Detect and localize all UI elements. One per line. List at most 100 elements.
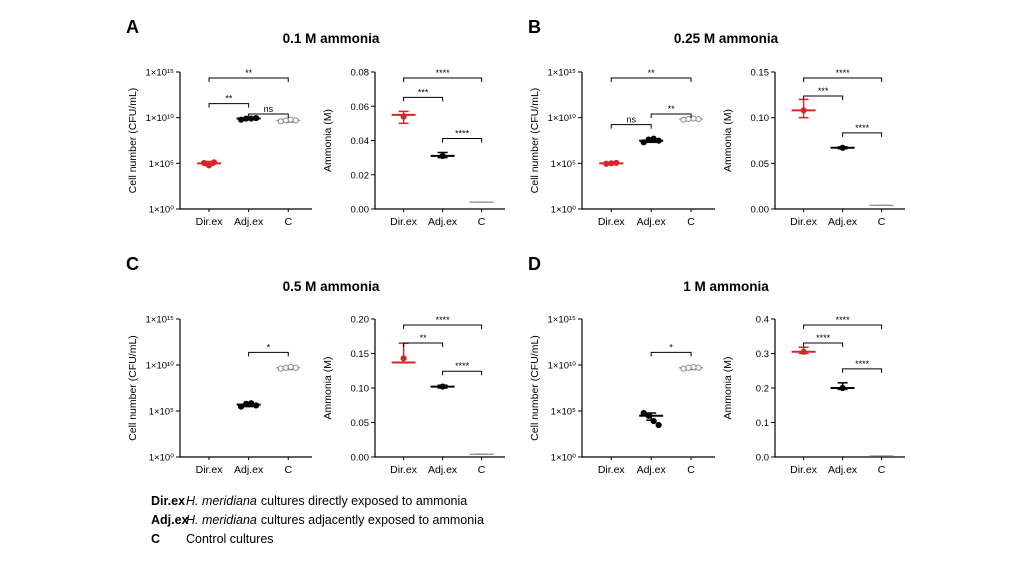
panel-letter: C [126, 254, 139, 274]
legend-row-dir-ex: Dir.ex H. meridiana cultures directly ex… [151, 492, 484, 511]
group-adj-ex [236, 400, 261, 410]
data-point [248, 115, 255, 122]
data-point [243, 400, 250, 407]
x-tick-label: Dir.ex [196, 216, 224, 228]
significance-label: **** [436, 315, 451, 325]
y-axis-label: Cell number (CFU/mL) [529, 88, 541, 194]
bracket-line [248, 113, 289, 118]
data-point [839, 144, 846, 151]
data-point [608, 160, 615, 167]
y-axis-label: Cell number (CFU/mL) [127, 88, 139, 194]
bracket-line [403, 96, 444, 102]
significance-label: ** [245, 68, 253, 78]
data-point [650, 417, 657, 425]
significance-bracket: **** [403, 68, 483, 82]
y-tick-label: 1×10⁰ [551, 453, 576, 464]
data-point [282, 117, 289, 124]
y-tick-label: 1×10⁵ [149, 407, 174, 418]
panel-title: 0.25 M ammonia [674, 31, 779, 46]
y-tick-label: 0.05 [751, 159, 770, 170]
data-point [690, 115, 697, 122]
significance-bracket: ns [610, 115, 652, 129]
panel-letter: B [528, 17, 541, 37]
y-tick-label: 1×10¹⁵ [146, 68, 175, 79]
x-tick-label: Adj.ex [828, 464, 858, 476]
group-adj-ex [430, 151, 455, 160]
y-axis-label: Cell number (CFU/mL) [529, 335, 541, 441]
y-tick-label: 0.08 [351, 68, 370, 79]
y-tick-label: 0.2 [756, 384, 769, 395]
y-tick-label: 0.4 [756, 315, 769, 326]
significance-bracket: ** [610, 68, 692, 82]
significance-label: *** [818, 86, 829, 96]
y-tick-label: 1×10¹⁵ [548, 315, 577, 326]
x-tick-label: Adj.ex [428, 216, 458, 228]
data-point [640, 409, 647, 417]
plot-a-cell: 1×10⁰ 1×10⁵ 1×10¹⁰ 1×10¹⁵ Cell number (CFU/m… [127, 68, 312, 228]
legend: Dir.ex H. meridiana cultures directly ex… [151, 492, 484, 549]
plot-b-cell: 1×10⁰ 1×10⁵ 1×10¹⁰ 1×10¹⁵ Cell number (CFU/m… [529, 68, 715, 228]
data-point [243, 115, 250, 122]
plot-c-cell: 1×10⁰ 1×10⁵ 1×10¹⁰ 1×10¹⁵ Cell number (CFU/m… [127, 315, 312, 476]
y-tick-label: 1×10¹⁰ [548, 361, 577, 372]
group-dir-ex [599, 159, 624, 167]
panel-header-b: B 0.25 M ammonia [528, 17, 779, 46]
y-tick-label: 0.1 [756, 418, 769, 429]
panel-title: 0.5 M ammonia [283, 279, 380, 294]
group-adj-ex [639, 135, 664, 146]
panel-title: 1 M ammonia [683, 279, 769, 294]
bracket-line [403, 324, 483, 329]
y-tick-label: 0.00 [351, 205, 370, 216]
y-axis-label: Ammonia (M) [722, 109, 734, 172]
significance-label: **** [836, 315, 851, 325]
bracket-line [650, 351, 692, 357]
significance-label: **** [455, 128, 470, 138]
y-axis-label: Ammonia (M) [322, 356, 334, 419]
x-tick-label: Dir.ex [598, 216, 626, 228]
y-tick-label: 1×10⁵ [149, 159, 174, 170]
data-point [695, 115, 702, 123]
data-point [277, 365, 284, 372]
group-adj-ex [430, 383, 455, 390]
y-tick-label: 0.02 [351, 170, 370, 181]
bracket-line [403, 342, 444, 347]
group-c [679, 363, 704, 372]
data-point [680, 365, 687, 372]
group-adj-ex [830, 144, 855, 151]
data-point [439, 152, 446, 160]
data-point [400, 113, 407, 120]
bracket-line [610, 77, 692, 82]
y-tick-label: 1×10⁰ [149, 205, 174, 216]
data-point [685, 115, 692, 123]
y-tick-label: 1×10⁵ [551, 159, 576, 170]
data-point [645, 136, 652, 143]
significance-bracket: **** [442, 128, 483, 143]
bracket-line [803, 342, 844, 347]
data-point [287, 116, 294, 123]
significance-label: **** [855, 123, 870, 133]
y-axis-label: Ammonia (M) [722, 356, 734, 419]
data-point [655, 421, 662, 429]
plot-a-ammonia: 0.00 0.02 0.04 0.06 0.08 Ammonia (M) Dir.ex Adj… [322, 68, 505, 228]
group-c [276, 116, 301, 125]
legend-species: H. meridiana [186, 513, 257, 527]
data-point [238, 403, 245, 410]
significance-bracket: ** [403, 333, 444, 347]
legend-key: Dir.ex [151, 494, 186, 508]
x-tick-label: Dir.ex [390, 464, 418, 476]
panel-header-d: D 1 M ammonia [528, 254, 769, 294]
group-adj-ex [830, 382, 855, 392]
bracket-line [208, 77, 289, 82]
panel-labels: A 0.1 M ammonia B 0.25 M ammonia C 0.5 M ammo… [126, 17, 779, 294]
y-tick-label: 0.06 [351, 102, 370, 113]
x-tick-label: Adj.ex [234, 464, 264, 476]
bracket-line [610, 124, 652, 129]
group-dir-ex [197, 159, 222, 169]
x-tick-label: Adj.ex [428, 464, 458, 476]
bracket-line [650, 113, 692, 118]
bracket-line [403, 77, 483, 82]
bracket-line [842, 132, 883, 137]
y-tick-label: 0.00 [351, 453, 370, 464]
significance-bracket: ** [208, 94, 250, 108]
data-point [292, 117, 299, 124]
